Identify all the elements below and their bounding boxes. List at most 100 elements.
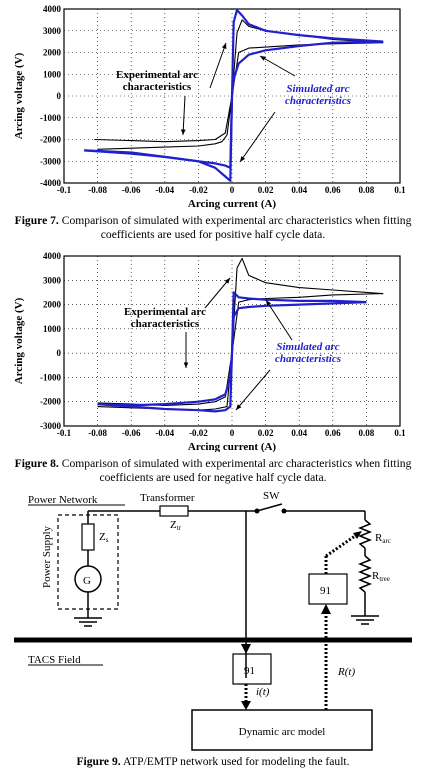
x-tick-label: 0.06: [325, 428, 341, 438]
tacs-field-label: TACS Field: [28, 654, 81, 666]
y-tick-label: 1000: [43, 324, 62, 334]
annotation-arrowhead: [180, 129, 186, 135]
x-tick-label: -0.1: [57, 428, 72, 438]
x-tick-label: -0.04: [155, 185, 174, 195]
y-tick-label: 0: [57, 348, 62, 358]
annotation-arrowhead: [240, 156, 246, 162]
figure-8-caption: Figure 8. Comparison of simulated with e…: [6, 457, 420, 485]
r-arc-resistor: [357, 519, 373, 549]
annotation-simulated: Simulated arc characteristics: [275, 341, 341, 365]
series-line-3: [84, 40, 384, 182]
figure-8-caption-text: Comparison of simulated with experimenta…: [61, 457, 412, 484]
annotation-experimental: Experimental arc characteristics: [116, 69, 198, 93]
x-tick-label: -0.1: [57, 185, 72, 195]
x-tick-label: -0.08: [88, 428, 107, 438]
block-91-right: [308, 573, 348, 605]
r-t-label: R(t): [337, 666, 355, 678]
measurement-arrow: [241, 644, 251, 654]
annotation-arrowhead: [183, 362, 189, 368]
i-t-label: i(t): [256, 686, 270, 698]
figure-9: Power Network Transformer Ztr SW Power S…: [0, 488, 426, 775]
x-tick-label: 0.04: [291, 428, 307, 438]
y-axis-label: Arcing voltage (V): [13, 297, 25, 384]
transformer-impedance: [159, 505, 189, 517]
x-tick-label: -0.02: [189, 428, 208, 438]
figure-7-label: Figure 7.: [14, 214, 59, 227]
network-diagram: Power Network Transformer Ztr SW Power S…: [14, 490, 412, 751]
x-tick-label: -0.04: [155, 428, 174, 438]
r-arc-label: Rarc: [375, 532, 391, 545]
y-tick-label: 4000: [43, 251, 62, 261]
dynamic-arc-model-box: [191, 709, 373, 751]
annotation-simulated: Simulated arc characteristics: [285, 83, 351, 107]
z-s-label: Zs: [99, 531, 109, 544]
x-axis-label: Arcing current (A): [188, 441, 277, 452]
annotation-arrowhead: [266, 300, 271, 306]
x-axis-label: Arcing current (A): [188, 198, 277, 210]
x-tick-label: 0.02: [258, 428, 274, 438]
annotation-arrow-line: [259, 55, 296, 77]
control-dotted-diagonal: [325, 532, 359, 558]
y-tick-label: 2000: [43, 300, 62, 310]
generator-label: G: [83, 575, 91, 587]
y-tick-label: 2000: [43, 48, 62, 58]
annotation-arrowhead: [260, 56, 266, 61]
i-t-arrow: [241, 701, 251, 710]
annotation-arrowhead: [224, 278, 230, 284]
figure-7: -0.1 -0.08 -0.06 -0.04 -0.02 0 0.02 0.04 0.06 0.0…: [0, 0, 426, 250]
figure-8-label: Figure 8.: [14, 457, 59, 470]
block-91-right-label: 91: [320, 585, 331, 597]
switch-blade: [256, 503, 283, 512]
figure-7-chart: -0.1 -0.08 -0.06 -0.04 -0.02 0 0.02 0.04 0.06 0.0…: [13, 4, 406, 210]
y-tick-label: 1000: [43, 69, 62, 79]
control-arrowhead: [353, 531, 362, 539]
y-tick-label: -3000: [40, 156, 61, 166]
dynamic-arc-model-label: Dynamic arc model: [239, 726, 326, 738]
y-tick-label: -1000: [40, 113, 61, 123]
figure-7-caption-text: Comparison of simulated with experimenta…: [61, 214, 412, 241]
x-tick-label: 0.08: [359, 185, 375, 195]
annotation-arrow-line: [204, 277, 231, 309]
y-tick-label: 3000: [43, 275, 62, 285]
annotation-arrow-line: [235, 369, 271, 411]
annotation-arrowhead: [221, 43, 227, 49]
series-line-1: [97, 42, 384, 150]
annotation-arrow-line: [239, 111, 276, 163]
x-tick-label: -0.02: [189, 185, 208, 195]
figure-7-caption: Figure 7. Comparison of simulated with e…: [6, 214, 420, 242]
series-line-3: [97, 301, 367, 413]
x-tick-label: -0.06: [122, 428, 141, 438]
y-axis-label: Arcing voltage (V): [13, 52, 25, 139]
x-tick-label: 0.06: [325, 185, 341, 195]
x-tick-label: 0.04: [291, 185, 307, 195]
z-tr-label: Ztr: [170, 519, 182, 532]
y-tick-label: 0: [57, 91, 62, 101]
x-tick-label: 0.08: [359, 428, 375, 438]
source-impedance: [81, 523, 95, 551]
sw-label: SW: [263, 490, 280, 502]
figure-9-caption-text: ATP/EMTP network used for modeling the f…: [122, 755, 350, 768]
x-tick-label: 0.02: [258, 185, 274, 195]
r-tree-resistor: [357, 555, 373, 593]
transformer-label: Transformer: [140, 492, 195, 504]
block-91-left: [232, 653, 272, 685]
y-tick-label: -2000: [40, 135, 61, 145]
power-network-label: Power Network: [28, 494, 98, 506]
x-tick-label: 0: [230, 185, 235, 195]
power-supply-label: Power Supply: [41, 525, 53, 588]
x-tick-label: -0.08: [88, 185, 107, 195]
y-tick-label: -1000: [40, 372, 61, 382]
figure-8: -0.1 -0.08 -0.06 -0.04 -0.02 0 0.02 0.04 0.06 0.0…: [0, 250, 426, 490]
x-tick-label: 0.1: [394, 185, 406, 195]
annotation-arrow-line: [209, 42, 227, 89]
y-tick-label: 3000: [43, 26, 62, 36]
x-tick-label: -0.06: [122, 185, 141, 195]
figure-9-label: Figure 9.: [76, 755, 121, 768]
r-tree-label: Rtree: [372, 570, 390, 583]
x-tick-label: 0.1: [394, 428, 406, 438]
y-tick-label: -3000: [40, 421, 61, 431]
annotation-arrow-line: [265, 299, 293, 341]
r-t-arrow: [321, 604, 331, 614]
figure-9-caption: Figure 9. ATP/EMTP network used for mode…: [6, 755, 420, 769]
y-tick-label: -2000: [40, 397, 61, 407]
